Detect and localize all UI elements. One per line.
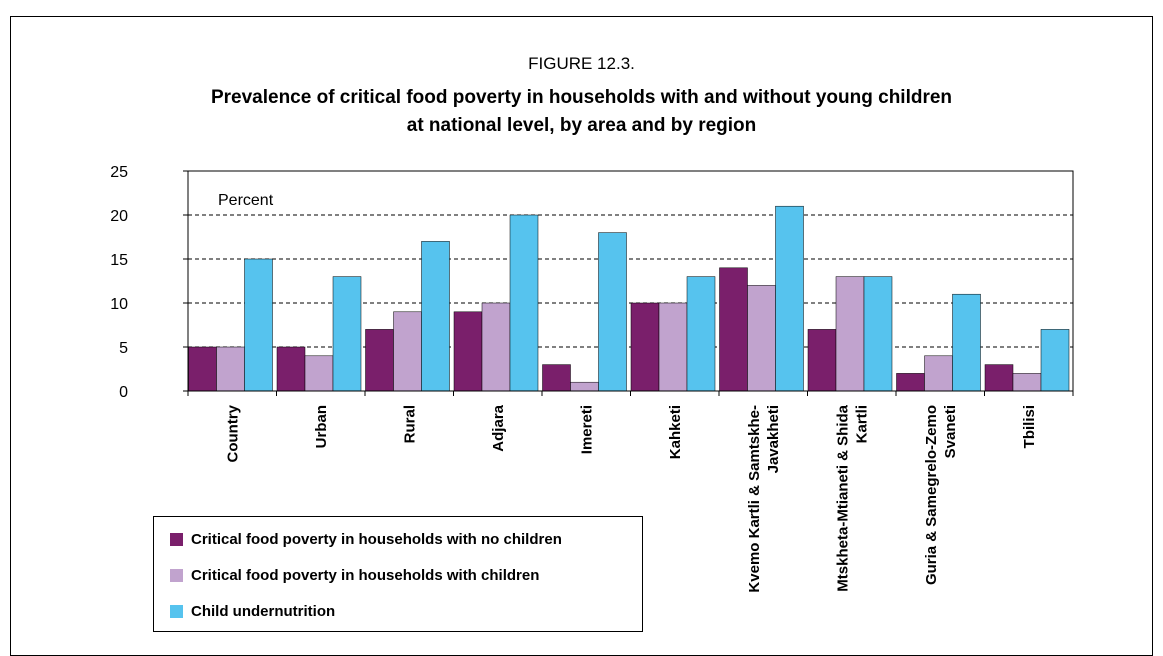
bar-with-children bbox=[658, 302, 688, 392]
bar-no-children bbox=[719, 267, 748, 392]
y-tick-label: 25 bbox=[110, 164, 128, 181]
x-tick-label: Imereti bbox=[578, 405, 595, 454]
legend-swatch-child-undernutrition bbox=[170, 605, 183, 618]
bar-child-undernutrition bbox=[775, 205, 804, 392]
bars-layer bbox=[188, 205, 1070, 392]
y-axis-label: Percent bbox=[218, 192, 274, 209]
legend-label-child-undernutrition: Child undernutrition bbox=[191, 603, 336, 620]
x-tick-label: Svaneti bbox=[942, 405, 959, 458]
bar-no-children bbox=[630, 302, 660, 392]
x-tick-label: Urban bbox=[313, 405, 330, 448]
bar-child-undernutrition bbox=[332, 276, 362, 392]
figure-title: Prevalence of critical food poverty in h… bbox=[100, 84, 1063, 140]
legend-item-child-undernutrition: Child undernutrition bbox=[170, 603, 335, 620]
bar-child-undernutrition bbox=[244, 258, 273, 392]
figure-title-line-1: Prevalence of critical food poverty in h… bbox=[210, 87, 953, 108]
y-tick-label: 0 bbox=[119, 384, 128, 401]
grid-layer bbox=[188, 214, 1073, 348]
legend-label-no-children: Critical food poverty in households with… bbox=[191, 531, 562, 548]
bar-no-children bbox=[807, 329, 837, 392]
figure-title-line-2: at national level, by area and by region bbox=[406, 115, 757, 136]
x-tick-label: Javakheti bbox=[765, 405, 782, 473]
bar-with-children bbox=[393, 311, 422, 392]
y-tick-label: 5 bbox=[119, 340, 128, 357]
x-tick-label: Kvemo Kartli & Samtskhe- bbox=[746, 405, 763, 593]
x-tick-label: Country bbox=[224, 404, 241, 462]
legend-label-with-children: Critical food poverty in households with… bbox=[191, 567, 540, 584]
legend: Critical food poverty in households with… bbox=[153, 516, 643, 632]
bar-with-children bbox=[747, 285, 776, 392]
bar-no-children bbox=[984, 364, 1014, 392]
legend-swatch-with-children bbox=[170, 569, 183, 582]
bar-with-children bbox=[924, 355, 953, 392]
bar-chart: 0 5 10 15 20 25 Country Urban Rural Adjara Imereti… bbox=[110, 164, 1074, 593]
bar-child-undernutrition bbox=[421, 241, 450, 392]
bar-child-undernutrition bbox=[598, 232, 627, 392]
bar-no-children bbox=[188, 346, 217, 392]
bar-child-undernutrition bbox=[1040, 329, 1070, 392]
x-tick-label: Kartli bbox=[853, 405, 870, 443]
bar-no-children bbox=[896, 373, 925, 392]
bar-with-children bbox=[216, 346, 245, 392]
x-tick-label: Guria & Samegrelo-Zemo bbox=[923, 405, 940, 585]
bar-with-children bbox=[304, 355, 334, 392]
bar-with-children bbox=[481, 302, 511, 392]
x-tick-label: Kahketi bbox=[667, 405, 684, 459]
bar-no-children bbox=[365, 329, 394, 392]
bar-child-undernutrition bbox=[509, 214, 539, 392]
bar-no-children bbox=[542, 364, 571, 392]
bar-child-undernutrition bbox=[686, 276, 716, 392]
legend-item-with-children: Critical food poverty in households with… bbox=[170, 567, 539, 584]
figure-label: FIGURE 12.3. bbox=[528, 54, 635, 73]
x-tick-label: Adjara bbox=[490, 404, 507, 451]
y-tick-label: 10 bbox=[110, 296, 128, 313]
axis-layer: 0 5 10 15 20 25 Country Urban Rural Adjara Imereti… bbox=[110, 164, 1074, 593]
bar-no-children bbox=[453, 311, 483, 392]
y-tick-label: 15 bbox=[110, 252, 128, 269]
bar-with-children bbox=[570, 381, 599, 392]
x-tick-label: Tbilisi bbox=[1021, 405, 1038, 448]
bar-with-children bbox=[835, 276, 865, 392]
x-tick-label: Mtskheta-Mtianeti & Shida bbox=[834, 404, 851, 591]
legend-item-no-children: Critical food poverty in households with… bbox=[170, 531, 562, 548]
bar-with-children bbox=[1012, 373, 1042, 392]
bar-child-undernutrition bbox=[952, 293, 981, 392]
y-tick-label: 20 bbox=[110, 208, 128, 225]
legend-swatch-no-children bbox=[170, 533, 183, 546]
x-tick-label: Rural bbox=[401, 405, 418, 443]
bar-no-children bbox=[276, 346, 306, 392]
bar-child-undernutrition bbox=[863, 276, 893, 392]
